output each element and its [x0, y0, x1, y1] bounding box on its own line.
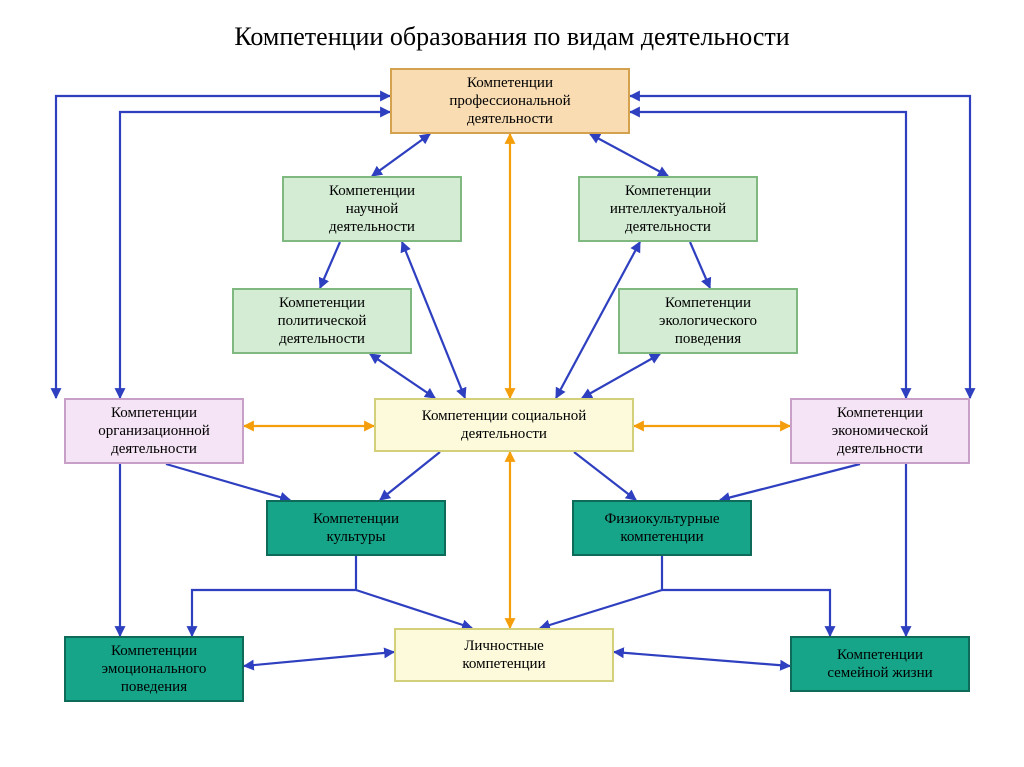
edge-26	[244, 652, 394, 666]
edge-6	[120, 112, 390, 398]
edge-14	[370, 354, 435, 398]
edge-20	[380, 452, 440, 500]
node-pers: Личностныекомпетенции	[394, 628, 614, 682]
edge-9	[590, 134, 668, 176]
node-intel: Компетенцииинтеллектуальнойдеятельности	[578, 176, 758, 242]
edge-24	[356, 590, 472, 628]
edge-22	[192, 556, 356, 636]
node-org: Компетенцииорганизационнойдеятельности	[64, 398, 244, 464]
edge-8	[372, 134, 430, 176]
edge-7	[630, 112, 906, 398]
node-sci: Компетенциинаучнойдеятельности	[282, 176, 462, 242]
node-fam: Компетенциисемейной жизни	[790, 636, 970, 692]
edge-25	[540, 590, 662, 628]
node-pol: Компетенцииполитическойдеятельности	[232, 288, 412, 354]
node-cult: Компетенциикультуры	[266, 500, 446, 556]
edge-21	[574, 452, 636, 500]
edge-15	[582, 354, 660, 398]
node-phys: Физиокультурныекомпетенции	[572, 500, 752, 556]
node-eco: Компетенцииэкологическогоповедения	[618, 288, 798, 354]
edge-19	[720, 464, 860, 500]
node-econ: Компетенцииэкономическойдеятельности	[790, 398, 970, 464]
node-emo: Компетенцииэмоциональногоповедения	[64, 636, 244, 702]
node-soc: Компетенции социальнойдеятельности	[374, 398, 634, 452]
node-prof: Компетенциипрофессиональнойдеятельности	[390, 68, 630, 134]
edge-18	[166, 464, 290, 500]
edge-11	[690, 242, 710, 288]
edge-23	[662, 556, 830, 636]
edge-27	[614, 652, 790, 666]
edge-10	[320, 242, 340, 288]
diagram-title: Компетенции образования по видам деятель…	[0, 22, 1024, 52]
